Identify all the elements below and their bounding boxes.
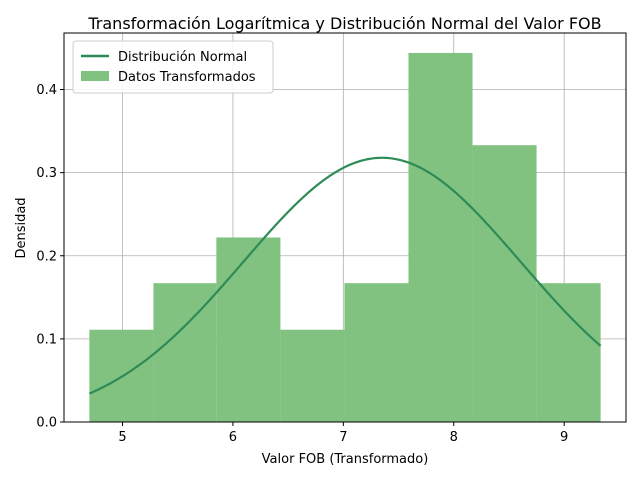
y-tick-label: 0.4 <box>36 83 57 98</box>
x-tick-label: 8 <box>450 430 458 445</box>
y-tick-label: 0.2 <box>36 249 57 264</box>
histogram-bar <box>216 237 281 422</box>
legend-box <box>72 40 274 94</box>
histogram-bar <box>472 145 537 422</box>
x-tick-label: 5 <box>118 430 126 445</box>
legend-entry-normal: Distribución Normal <box>118 50 247 65</box>
histogram-bars <box>89 52 601 422</box>
y-tick-label: 0.3 <box>36 166 57 181</box>
legend: Distribución Normal Datos Transformados <box>72 40 274 94</box>
x-tick-label: 7 <box>339 430 347 445</box>
y-tick-label: 0.1 <box>36 332 57 347</box>
y-axis-label: Densidad <box>14 197 29 258</box>
legend-patch-marker <box>81 71 109 81</box>
axis-ticks: 5 6 7 8 9 0.0 0.1 0.2 0.3 0.4 <box>36 83 568 445</box>
normal-curve <box>88 156 602 395</box>
normal-curve-layer <box>88 156 602 395</box>
x-tick-label: 9 <box>560 430 568 445</box>
histogram-bar <box>408 52 473 422</box>
x-tick-label: 6 <box>229 430 237 445</box>
y-tick-label: 0.0 <box>36 416 57 431</box>
x-axis-label: Valor FOB (Transformado) <box>262 452 429 467</box>
histogram-bar <box>153 283 217 422</box>
histogram-bar <box>344 283 409 422</box>
plot-frame <box>63 32 627 423</box>
histogram-bar <box>536 283 601 422</box>
legend-entry-histogram: Datos Transformados <box>118 70 256 85</box>
chart-title: Transformación Logarítmica y Distribució… <box>87 14 601 33</box>
histogram-bar <box>280 329 345 422</box>
